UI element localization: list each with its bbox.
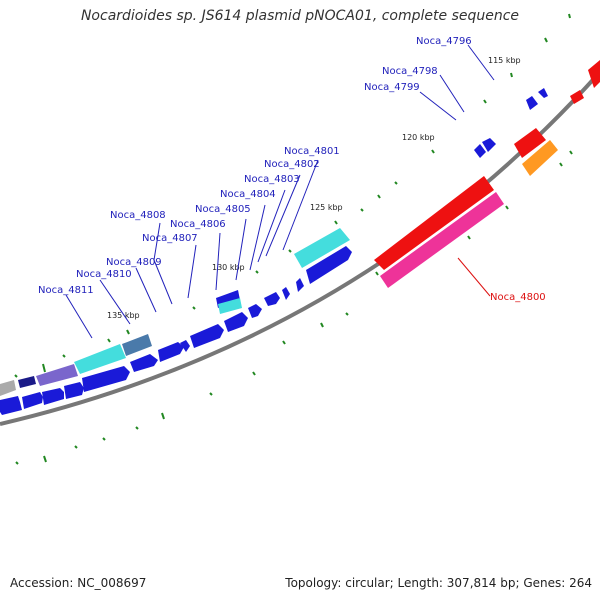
gene-arrow[interactable]	[22, 392, 43, 409]
rna-gene[interactable]	[570, 90, 584, 104]
leader-lines	[65, 44, 495, 339]
kbp-130: 130 kbp	[212, 263, 245, 272]
gene-label-noca-4799[interactable]: Noca_4799	[364, 82, 420, 93]
kbp-125: 125 kbp	[310, 203, 343, 212]
topology-summary: Topology: circular; Length: 307,814 bp; …	[285, 576, 592, 590]
feature-block[interactable]	[0, 380, 16, 396]
gene-label-noca-4811[interactable]: Noca_4811	[38, 285, 94, 296]
rna-gene[interactable]	[588, 60, 600, 88]
gene-label-noca-4798[interactable]: Noca_4798	[382, 66, 438, 77]
gene-arrow[interactable]	[282, 287, 290, 300]
gene-arrow[interactable]	[158, 342, 184, 362]
outer-tick-ring	[14, 13, 571, 378]
map-title: Nocardioides sp. JS614 plasmid pNOCA01, …	[80, 8, 520, 24]
kbp-115: 115 kbp	[488, 56, 521, 65]
kbp-markers: 115 kbp 120 kbp 125 kbp 130 kbp 135 kbp	[107, 56, 521, 320]
feature-block[interactable]	[74, 344, 126, 374]
gene-arrow[interactable]	[190, 324, 224, 348]
feature-block[interactable]	[522, 140, 558, 176]
gene-label-noca-4808[interactable]: Noca_4808	[110, 210, 166, 221]
feature-block[interactable]	[122, 334, 152, 356]
gene-label-noca-4810[interactable]: Noca_4810	[76, 269, 132, 280]
rna-gene[interactable]	[514, 128, 546, 158]
gene-arrow[interactable]	[64, 382, 84, 399]
gene-arrow[interactable]	[538, 88, 548, 98]
gene-label-noca-4804[interactable]: Noca_4804	[220, 189, 276, 200]
accession-label: Accession: NC_008697	[10, 576, 147, 590]
gene-arrow[interactable]	[264, 292, 280, 306]
gene-arrow[interactable]	[0, 396, 22, 415]
kbp-120: 120 kbp	[402, 133, 435, 142]
gene-arrow[interactable]	[526, 96, 538, 110]
gene-arrow[interactable]	[180, 340, 190, 352]
gene-arrow[interactable]	[306, 246, 352, 284]
gene-labels: Noca_4796 Noca_4798 Noca_4799 Noca_4801 …	[38, 36, 546, 303]
gene-track-features	[0, 140, 558, 396]
gene-label-noca-4803[interactable]: Noca_4803	[244, 174, 300, 185]
gene-label-noca-4802[interactable]: Noca_4802	[264, 159, 320, 170]
feature-block[interactable]	[380, 192, 504, 288]
gene-arrow[interactable]	[82, 366, 130, 392]
gene-arrow[interactable]	[42, 388, 64, 405]
gene-label-noca-4801[interactable]: Noca_4801	[284, 146, 340, 157]
gene-label-noca-4809[interactable]: Noca_4809	[106, 257, 162, 268]
gene-arrow[interactable]	[474, 144, 486, 158]
gene-label-noca-4796[interactable]: Noca_4796	[416, 36, 472, 47]
gene-arrow[interactable]	[248, 304, 262, 318]
gene-arrow[interactable]	[482, 138, 496, 152]
gene-track-outer	[0, 60, 600, 415]
gene-arrow[interactable]	[130, 354, 158, 372]
gene-label-noca-4800[interactable]: Noca_4800	[490, 292, 546, 303]
plasmid-backbone	[0, 70, 600, 426]
feature-block[interactable]	[18, 376, 36, 388]
kbp-135: 135 kbp	[107, 311, 140, 320]
feature-block[interactable]	[294, 228, 350, 268]
rna-gene[interactable]	[374, 176, 494, 270]
feature-block[interactable]	[218, 298, 242, 314]
gene-arrow[interactable]	[224, 312, 248, 332]
gene-arrow[interactable]	[296, 278, 304, 292]
gene-label-noca-4806[interactable]: Noca_4806	[170, 219, 226, 230]
gene-label-noca-4805[interactable]: Noca_4805	[195, 204, 251, 215]
feature-block[interactable]	[36, 364, 78, 386]
gene-label-noca-4807[interactable]: Noca_4807	[142, 233, 198, 244]
